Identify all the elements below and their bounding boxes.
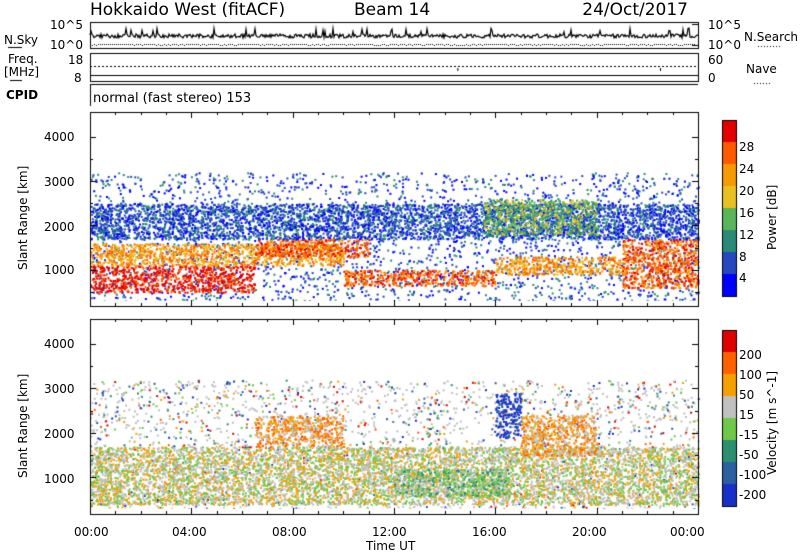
nsearch-tick-low: 10^0: [708, 38, 741, 52]
power-ytick-4000: 4000: [44, 130, 75, 144]
nsearch-label: N.Search: [744, 30, 799, 44]
plot-title: Hokkaido West (fitACF): [90, 0, 286, 20]
xtick-4: 16:00: [472, 525, 507, 539]
nave-tick-low: 0: [708, 71, 716, 85]
power-cbar-label: Power [dB]: [765, 184, 779, 250]
xtick-2: 08:00: [272, 525, 307, 539]
power-cbar-tick-12: 12: [739, 228, 755, 242]
power-cbar-tick-16: 16: [739, 206, 755, 220]
freq-unit-label: [MHz]: [4, 65, 40, 79]
velocity-cbar-tick-100: 100: [739, 368, 762, 382]
velocity-ytick-2000: 2000: [44, 427, 75, 441]
power-cbar-tick-8: 8: [739, 250, 747, 264]
nsky-tick-high: 10^5: [50, 18, 83, 32]
nsky-tick-low: 10^0: [50, 38, 83, 52]
power-ytick-3000: 3000: [44, 175, 75, 189]
nave-label: Nave: [746, 62, 777, 76]
power-ytick-2000: 2000: [44, 220, 75, 234]
power-ytick-1000: 1000: [44, 263, 75, 277]
velocity-cbar-tick-200: 200: [739, 348, 762, 362]
xaxis-label: Time UT: [366, 539, 416, 553]
power-cbar-tick-28: 28: [739, 140, 755, 154]
velocity-cbar-tick-50: 50: [739, 388, 755, 402]
velocity-cbar-tick-m100: -100: [739, 468, 767, 482]
velocity-ytick-4000: 4000: [44, 337, 75, 351]
nsearch-tick-high: 10^5: [708, 18, 741, 32]
xtick-3: 12:00: [372, 525, 407, 539]
freq-tick-high: 18: [68, 53, 84, 67]
cpid-label: CPID: [6, 88, 39, 102]
velocity-cbar-tick-m200: -200: [739, 488, 767, 502]
freq-tick-low: 8: [74, 71, 82, 85]
xtick-5: 20:00: [572, 525, 607, 539]
date-label: 24/Oct/2017: [582, 0, 688, 20]
velocity-cbar-tick-15: 15: [739, 408, 755, 422]
beam-label: Beam 14: [354, 0, 431, 20]
velocity-ylabel: Slant Range [km]: [16, 373, 30, 478]
xtick-1: 04:00: [172, 525, 207, 539]
power-cbar-tick-20: 20: [739, 184, 755, 198]
velocity-ytick-3000: 3000: [44, 382, 75, 396]
power-cbar-tick-4: 4: [739, 271, 747, 285]
freq-label: Freq.: [8, 52, 38, 66]
velocity-cbar-label: Velocity [m s^-1]: [765, 370, 779, 475]
cpid-mode-text: normal (fast stereo) 153: [93, 91, 252, 106]
velocity-cbar-tick-m50: -50: [739, 448, 759, 462]
power-ylabel: Slant Range [km]: [16, 165, 30, 270]
power-cbar-tick-24: 24: [739, 162, 755, 176]
velocity-cbar-tick-m15: -15: [739, 428, 759, 442]
xtick-0: 00:00: [74, 525, 109, 539]
velocity-ytick-1000: 1000: [44, 472, 75, 486]
xtick-6: 00:00: [670, 525, 705, 539]
nsky-label: N.Sky: [4, 33, 39, 47]
nave-tick-high: 60: [708, 53, 724, 67]
